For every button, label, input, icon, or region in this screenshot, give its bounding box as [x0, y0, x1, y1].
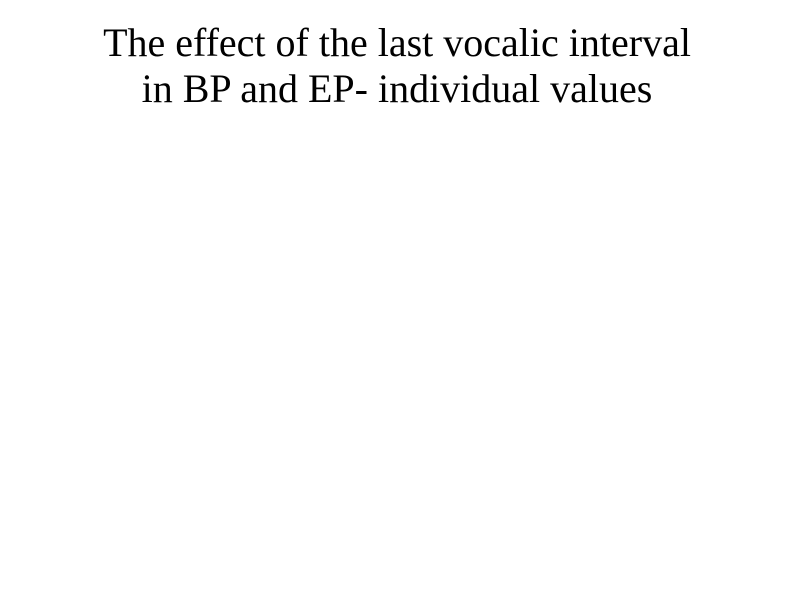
title-line-1: The effect of the last vocalic interval	[0, 20, 794, 66]
title-line-2: in BP and EP- individual values	[0, 66, 794, 112]
slide-title-container: The effect of the last vocalic interval …	[0, 20, 794, 112]
